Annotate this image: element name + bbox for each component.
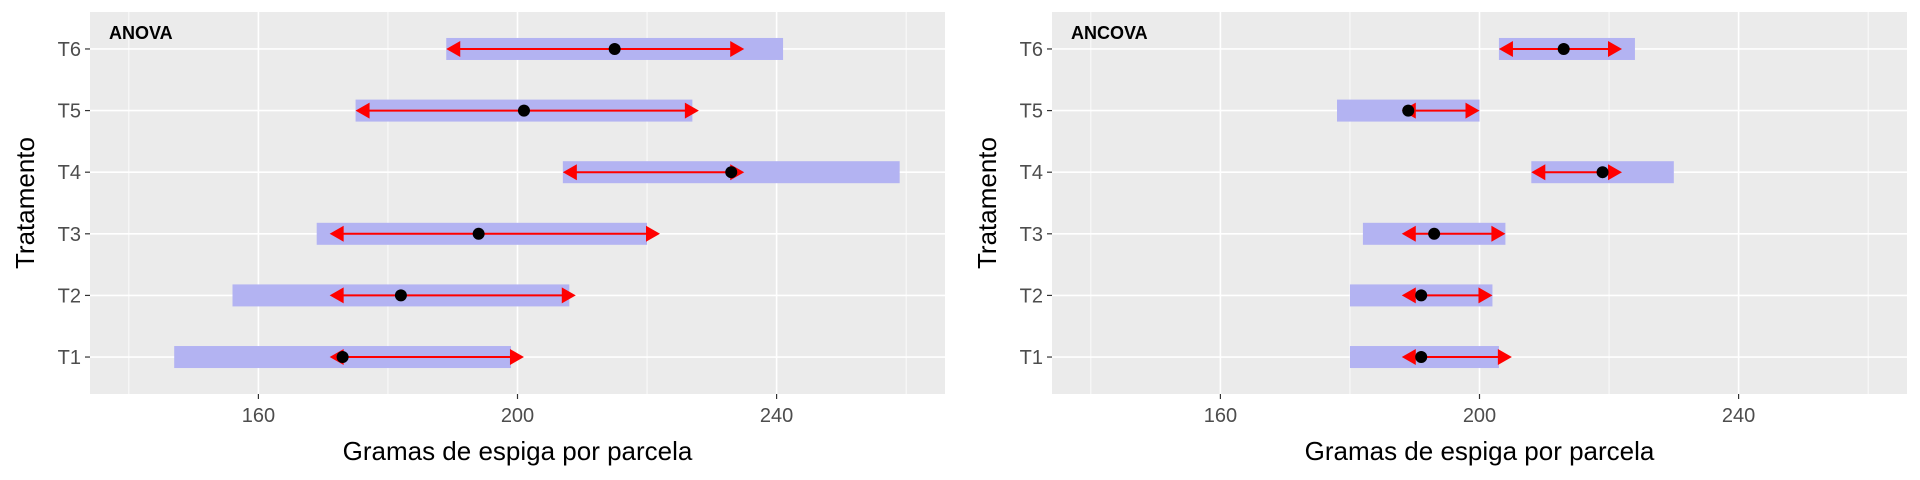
mean-point-t5 [1402, 104, 1415, 117]
arrow-head-right [1465, 102, 1480, 119]
y-tick-label: T5 [58, 101, 81, 123]
y-tick-label: T5 [1020, 101, 1043, 123]
arrow-head-right [561, 287, 576, 304]
arrow-head-right [1478, 287, 1493, 304]
mean-point-t6 [608, 42, 621, 55]
mean-point-t4 [725, 166, 738, 179]
mean-point-t5 [517, 104, 530, 117]
arrow-head-left [329, 287, 344, 304]
arrow-head-right [1491, 225, 1506, 242]
panel-tag: ANOVA [109, 23, 173, 43]
x-tick-label: 160 [1204, 405, 1237, 427]
y-tick-label: T2 [1020, 285, 1043, 307]
y-tick-label: T3 [58, 224, 81, 246]
x-tick-label: 200 [1463, 405, 1496, 427]
x-axis-title: Gramas de espiga por parcela [343, 436, 693, 466]
y-tick-label: T4 [58, 162, 81, 184]
arrow-head-right [509, 349, 524, 366]
arrow-head-right [1497, 349, 1512, 366]
y-tick-label: T6 [1020, 39, 1043, 61]
mean-point-t3 [472, 227, 485, 240]
arrow-head-left [1401, 287, 1416, 304]
mean-point-t2 [1415, 289, 1428, 302]
panel-tag: ANCOVA [1071, 23, 1148, 43]
arrow-head-right [684, 102, 699, 119]
mean-point-t4 [1596, 166, 1609, 179]
arrow-head-left [446, 40, 461, 57]
x-axis-title: Gramas de espiga por parcela [1305, 436, 1655, 466]
arrow-head-left [1498, 40, 1513, 57]
arrow-head-right [730, 40, 745, 57]
mean-point-t6 [1557, 42, 1570, 55]
mean-point-t1 [336, 351, 349, 364]
arrow-head-left [1401, 349, 1416, 366]
chart-panel-anova: T1 T2 T3 T4 T5 T6 160 200 240 Gramas de espiga po… [10, 12, 945, 466]
mean-point-t1 [1415, 351, 1428, 364]
y-tick-label: T1 [58, 347, 81, 369]
y-tick-label: T4 [1020, 162, 1043, 184]
y-axis-title: Tratamento [10, 137, 40, 269]
chart-panel-ancova: T1 T2 T3 T4 T5 T6 160 200 240 Gramas de espiga po… [972, 12, 1907, 466]
x-tick-label: 160 [242, 405, 275, 427]
arrow-head-left [1401, 225, 1416, 242]
y-tick-label: T1 [1020, 347, 1043, 369]
arrow-head-right [1608, 164, 1622, 181]
arrow-head-left [562, 164, 577, 181]
arrow-head-left [1531, 164, 1546, 181]
y-tick-label: T6 [58, 39, 81, 61]
y-tick-label: T2 [58, 285, 81, 307]
mean-point-t3 [1428, 227, 1441, 240]
arrow-head-right [1608, 40, 1622, 57]
arrow-head-left [329, 225, 344, 242]
arrow-head-left [355, 102, 370, 119]
x-tick-label: 240 [1722, 405, 1755, 427]
y-tick-label: T3 [1020, 224, 1043, 246]
arrow-head-right [646, 225, 660, 242]
x-tick-label: 200 [501, 405, 534, 427]
mean-point-t2 [394, 289, 407, 302]
x-tick-label: 240 [760, 405, 793, 427]
y-axis-title: Tratamento [972, 137, 1002, 269]
